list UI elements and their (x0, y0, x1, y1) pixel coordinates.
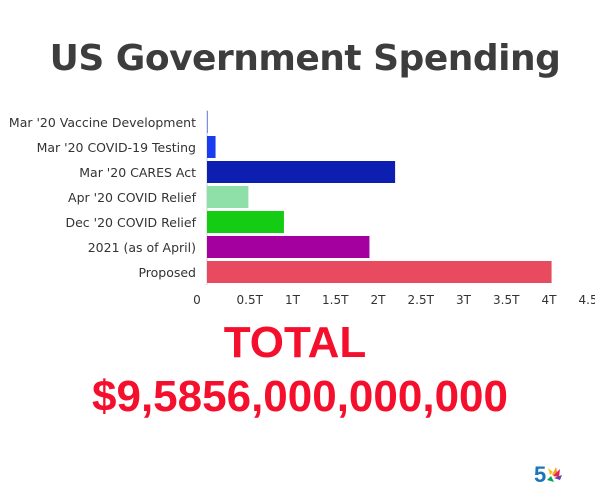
category-labels-group: Mar '20 Vaccine Development Mar '20 COVID… (9, 115, 197, 280)
bar-3 (207, 186, 249, 208)
bars-group (207, 111, 552, 283)
bar-5 (207, 236, 370, 258)
x-tick-label: 2T (371, 293, 387, 307)
category-label: Apr '20 COVID Relief (68, 190, 197, 205)
category-label: Proposed (138, 265, 196, 280)
x-tick-label: 4.5T (579, 293, 595, 307)
x-tick-label: 2.5T (408, 293, 435, 307)
bar-4 (207, 211, 284, 233)
chart-title: US Government Spending (49, 38, 561, 79)
logo-text: 5 (534, 462, 546, 485)
category-label: Mar '20 COVID-19 Testing (37, 140, 196, 155)
x-tick-labels-group: 0 0.5T 1T 1.5T 2T 2.5T 3T 3.5T 4T 4.5T (193, 293, 595, 307)
category-label: Dec '20 COVID Relief (65, 215, 196, 230)
x-tick-label: 0.5T (237, 293, 264, 307)
bar-chart: Mar '20 Vaccine Development Mar '20 COVID… (9, 110, 595, 307)
x-tick-label: 3T (456, 293, 472, 307)
bar-2 (207, 161, 396, 183)
x-tick-label: 0 (193, 293, 201, 307)
x-tick-label: 3.5T (493, 293, 520, 307)
bar-1 (207, 136, 216, 158)
category-label: Mar '20 CARES Act (79, 165, 196, 180)
x-tick-label: 4T (542, 293, 558, 307)
bar-0 (207, 111, 208, 133)
category-label: Mar '20 Vaccine Development (9, 115, 196, 130)
bar-6 (207, 261, 552, 283)
total-value: $9,5856,000,000,000 (92, 372, 508, 421)
total-label: TOTAL (223, 318, 367, 367)
category-label: 2021 (as of April) (88, 240, 196, 255)
x-tick-label: 1.5T (322, 293, 349, 307)
x-tick-label: 1T (285, 293, 301, 307)
nbc-channel-5-icon: 5 (534, 462, 562, 485)
